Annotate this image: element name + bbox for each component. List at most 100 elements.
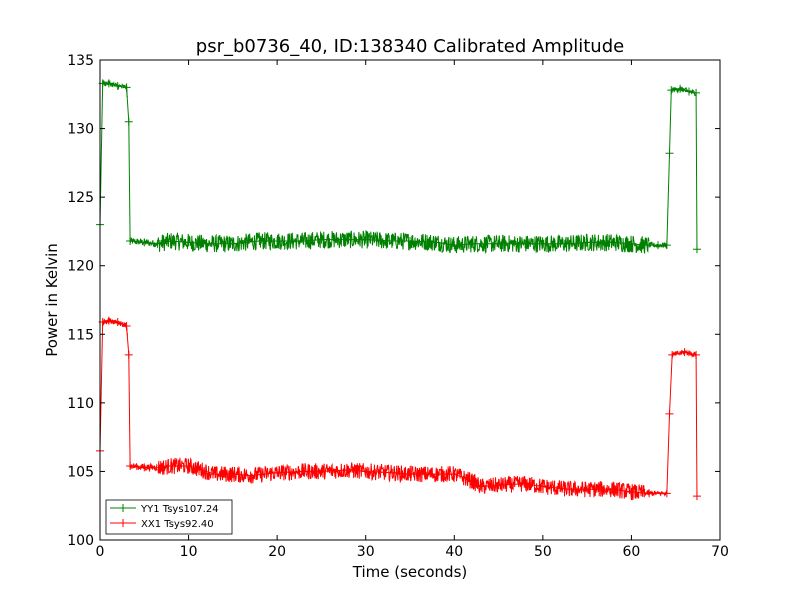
data-point <box>228 239 237 248</box>
x-tick-label: 70 <box>711 544 729 560</box>
legend-swatch-marker <box>119 519 127 527</box>
data-point <box>166 461 175 470</box>
series-line <box>99 82 698 250</box>
legend-label: XX1 Tsys92.40 <box>141 519 214 530</box>
plot-frame <box>99 59 721 541</box>
data-point <box>193 464 202 473</box>
data-point <box>140 238 149 247</box>
legend-label: YY1 Tsys107.24 <box>140 504 219 515</box>
data-point <box>692 350 701 359</box>
y-tick-label: 115 <box>67 327 94 343</box>
y-tick-label: 120 <box>67 259 94 275</box>
data-point <box>153 239 162 248</box>
series-noise <box>157 229 650 254</box>
data-point <box>662 489 671 498</box>
x-axis-label: Time (seconds) <box>352 563 468 581</box>
x-tick-label: 50 <box>534 544 552 560</box>
data-point <box>583 238 592 247</box>
y-tick-label: 110 <box>67 396 94 412</box>
data-point <box>476 482 485 491</box>
data-point <box>361 467 370 476</box>
data-point <box>228 470 237 479</box>
data-point <box>122 322 131 331</box>
data-point <box>184 461 193 470</box>
y-axis-label: Power in Kelvin <box>43 243 61 357</box>
data-point <box>521 479 530 488</box>
data-point <box>344 466 352 475</box>
data-point <box>685 87 693 96</box>
data-point <box>211 470 220 479</box>
data-point <box>692 88 701 97</box>
data-point <box>450 470 459 479</box>
data-point <box>692 492 701 501</box>
data-point <box>344 235 352 244</box>
data-point <box>126 237 135 246</box>
y-tick-label: 135 <box>67 53 94 69</box>
y-tick-label: 130 <box>67 122 94 138</box>
series-layer <box>96 79 701 501</box>
data-point <box>202 239 211 248</box>
data-point <box>124 350 133 359</box>
x-tick-label: 20 <box>268 544 286 560</box>
data-point <box>432 470 441 479</box>
data-point <box>388 237 397 246</box>
chart-title: psr_b0736_40, ID:138340 Calibrated Ampli… <box>196 36 624 57</box>
data-point <box>521 239 530 248</box>
data-point <box>299 467 308 476</box>
data-point <box>583 485 592 494</box>
data-point <box>406 470 414 479</box>
data-point <box>680 348 689 357</box>
legend-box <box>105 499 233 535</box>
data-point <box>676 84 685 93</box>
data-point <box>627 239 636 248</box>
x-tick-label: 10 <box>180 544 198 560</box>
data-point <box>158 463 166 472</box>
series-noise <box>129 462 158 473</box>
data-point <box>565 485 574 494</box>
data-point <box>609 238 618 247</box>
data-point <box>640 241 649 250</box>
data-point <box>692 245 701 254</box>
data-point <box>468 477 476 486</box>
data-point <box>494 239 503 248</box>
data-point <box>273 468 282 477</box>
data-point <box>317 235 326 244</box>
series-0 <box>96 79 701 254</box>
data-point <box>565 239 574 248</box>
data-point <box>104 79 113 88</box>
axis-ticks: 0 10 20 30 40 50 60 70 100 105 110 115 120 125 130 135 <box>67 53 729 560</box>
data-point <box>104 316 113 325</box>
data-point <box>122 83 131 92</box>
data-point <box>494 481 503 490</box>
data-point <box>113 82 122 91</box>
data-point <box>140 463 149 472</box>
data-point <box>538 239 547 248</box>
data-point <box>665 149 674 158</box>
series-noise <box>644 488 667 497</box>
x-tick-label: 40 <box>445 544 463 560</box>
data-point <box>255 237 264 246</box>
y-tick-label: 100 <box>67 533 94 549</box>
x-tick-label: 60 <box>623 544 641 560</box>
data-point <box>299 237 308 246</box>
legend-swatch-marker <box>119 504 127 512</box>
x-tick-label: 0 <box>96 544 105 560</box>
data-point <box>361 235 370 244</box>
data-point <box>668 350 677 359</box>
data-point <box>538 482 547 491</box>
y-tick-label: 105 <box>67 464 94 480</box>
series-noise <box>129 237 158 248</box>
data-point <box>665 409 674 418</box>
data-point <box>166 237 175 246</box>
data-point <box>406 237 414 246</box>
data-point <box>667 86 676 95</box>
data-point <box>627 488 636 496</box>
data-point <box>126 461 135 470</box>
data-point <box>113 317 122 326</box>
y-tick-label: 125 <box>67 190 94 206</box>
series-1 <box>96 316 701 501</box>
data-point <box>645 489 654 498</box>
data-point <box>468 239 476 248</box>
